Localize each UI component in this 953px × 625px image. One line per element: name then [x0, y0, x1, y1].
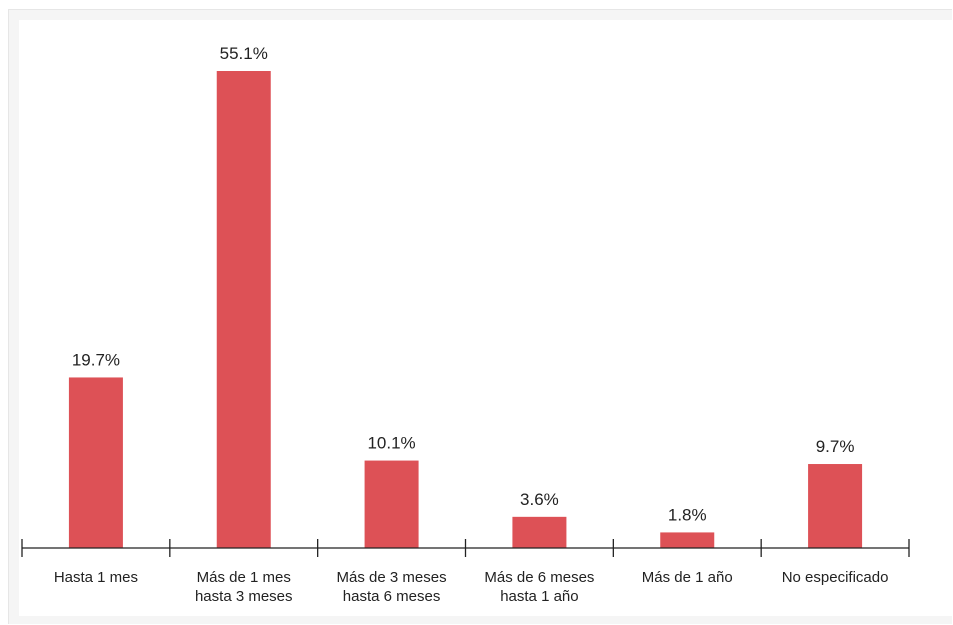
bar: [512, 516, 567, 548]
bar: [364, 460, 419, 548]
data-label: 19.7%: [72, 350, 120, 369]
labels-layer: 19.7% Hasta 1 mes 55.1% Más de 1 mes hasta 3…: [54, 44, 889, 605]
chart-frame: [8, 9, 952, 624]
category-label: Más de 3 meses hasta 6 meses: [337, 569, 447, 605]
plot-panel: [19, 20, 952, 616]
data-label: 10.1%: [367, 434, 415, 453]
bar: [216, 71, 271, 548]
bar: [68, 377, 123, 548]
data-label: 55.1%: [220, 44, 268, 63]
category-label: Más de 1 mes hasta 3 meses: [195, 569, 293, 605]
category-label: Hasta 1 mes: [54, 569, 138, 586]
x-axis: [21, 539, 910, 557]
data-label: 3.6%: [520, 490, 559, 509]
bar: [808, 464, 863, 548]
category-label: Más de 6 meses hasta 1 año: [484, 569, 594, 605]
bar: [660, 532, 715, 548]
category-label: No especificado: [782, 569, 889, 586]
data-label: 1.8%: [668, 505, 707, 524]
data-label: 9.7%: [816, 437, 855, 456]
bars-layer: [68, 71, 863, 548]
category-label: Más de 1 año: [642, 569, 733, 586]
